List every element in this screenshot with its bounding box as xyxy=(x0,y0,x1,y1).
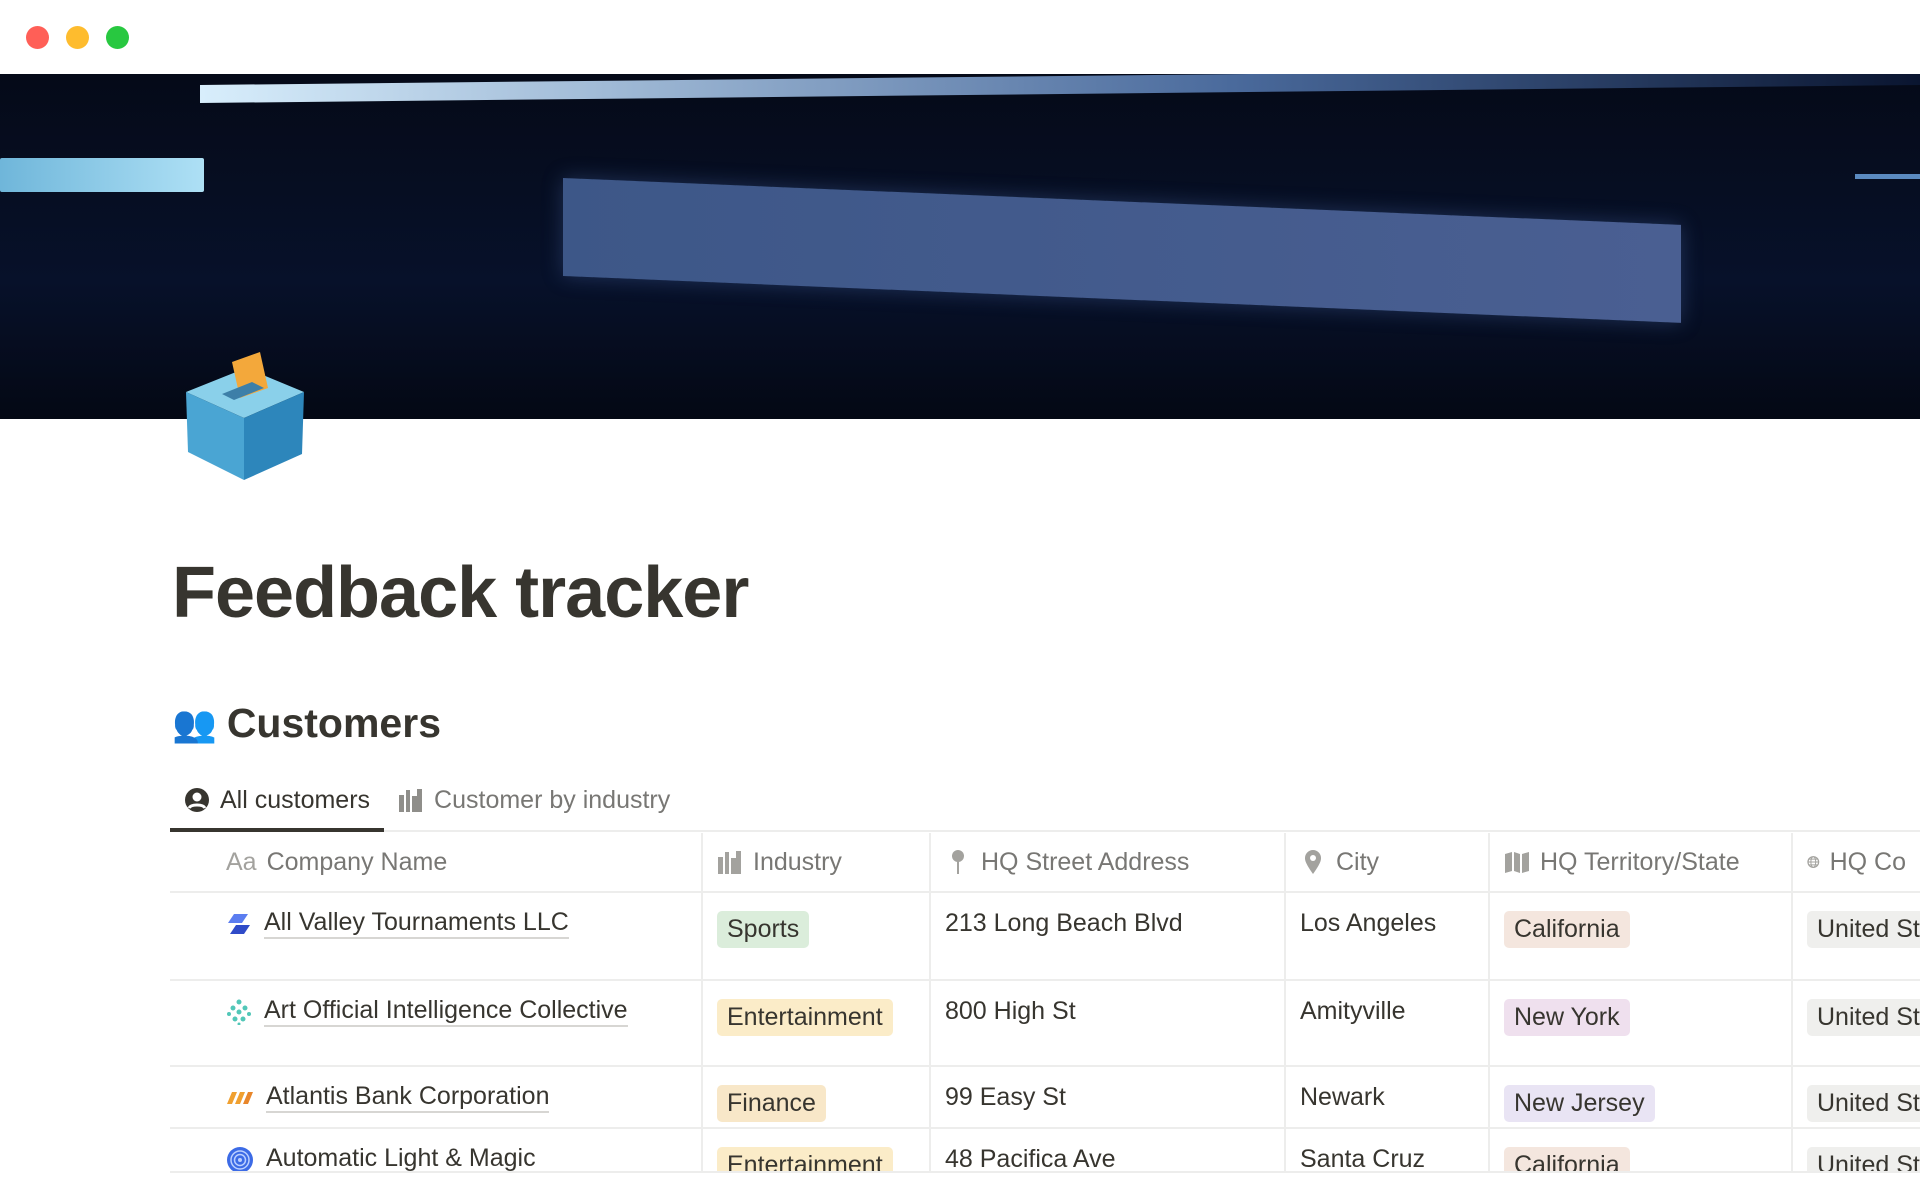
buildings-icon xyxy=(399,789,423,812)
country-tag: United St xyxy=(1807,999,1920,1036)
industry-tag: Sports xyxy=(717,911,810,948)
column-label: HQ Co xyxy=(1829,847,1906,876)
address-cell[interactable]: 213 Long Beach Blvd xyxy=(931,893,1286,979)
company-cell[interactable]: Atlantis Bank Corporation xyxy=(170,1067,703,1127)
blue-spiral-logo xyxy=(226,1146,254,1171)
table-row[interactable]: Automatic Light & Magic Entertainment 48 P… xyxy=(170,1129,1920,1173)
tab-label: All customers xyxy=(220,785,371,814)
industry-cell[interactable]: Entertainment xyxy=(703,981,931,1065)
address-cell[interactable]: 800 High St xyxy=(931,981,1286,1065)
buildings-icon xyxy=(718,851,741,874)
column-label: HQ Street Address xyxy=(981,847,1190,876)
state-cell[interactable]: New York xyxy=(1490,981,1793,1065)
table-row[interactable]: Art Official Intelligence Collective Ente… xyxy=(170,981,1920,1067)
industry-cell[interactable]: Sports xyxy=(703,893,931,979)
teal-dots-logo xyxy=(226,999,252,1025)
state-cell[interactable]: New Jersey xyxy=(1490,1067,1793,1127)
country-cell[interactable]: United St xyxy=(1793,981,1920,1065)
company-name-link[interactable]: Art Official Intelligence Collective xyxy=(264,996,628,1027)
industry-tag: Finance xyxy=(717,1085,826,1122)
company-name-link[interactable]: Automatic Light & Magic xyxy=(266,1144,536,1171)
company-name-link[interactable]: Atlantis Bank Corporation xyxy=(266,1082,550,1113)
customers-table: Aa Company Name Industry HQ Street Addres… xyxy=(170,833,1920,1173)
view-tabs: All customers Customer by industry xyxy=(170,770,1920,832)
column-label: Company Name xyxy=(266,847,448,876)
country-cell[interactable]: United St xyxy=(1793,893,1920,979)
column-header-hq-country[interactable]: HQ Co xyxy=(1793,833,1920,891)
address-text: 213 Long Beach Blvd xyxy=(945,909,1183,937)
orange-stripes-logo xyxy=(226,1089,254,1107)
company-name-link[interactable]: All Valley Tournaments LLC xyxy=(264,908,569,939)
location-icon xyxy=(1305,850,1321,874)
globe-icon xyxy=(1807,856,1820,868)
address-cell[interactable]: 48 Pacifica Ave xyxy=(931,1129,1286,1171)
page-title: Feedback tracker xyxy=(172,553,749,633)
industry-tag: Entertainment xyxy=(717,1147,893,1171)
cover-image xyxy=(0,74,1920,419)
country-tag: United St xyxy=(1807,1085,1920,1122)
column-header-industry[interactable]: Industry xyxy=(703,833,931,891)
table-row[interactable]: All Valley Tournaments LLC Sports 213 Long… xyxy=(170,893,1920,981)
address-text: 800 High St xyxy=(945,997,1076,1025)
ballot-box-icon[interactable] xyxy=(182,352,308,482)
column-label: Industry xyxy=(753,847,842,876)
section-heading: 👥 Customers xyxy=(172,700,441,747)
address-text: 99 Easy St xyxy=(945,1083,1066,1111)
maximize-window-button[interactable] xyxy=(106,26,129,49)
company-cell[interactable]: All Valley Tournaments LLC xyxy=(170,893,703,979)
pin-icon xyxy=(952,850,964,874)
industry-cell[interactable]: Finance xyxy=(703,1067,931,1127)
country-tag: United St xyxy=(1807,911,1920,948)
tab-all-customers[interactable]: All customers xyxy=(170,770,385,832)
company-cell[interactable]: Automatic Light & Magic xyxy=(170,1129,703,1171)
column-header-hq-street-address[interactable]: HQ Street Address xyxy=(931,833,1286,891)
minimize-window-button[interactable] xyxy=(66,26,89,49)
state-cell[interactable]: California xyxy=(1490,893,1793,979)
city-text: Los Angeles xyxy=(1300,909,1437,937)
column-header-company-name[interactable]: Aa Company Name xyxy=(170,833,703,891)
city-text: Newark xyxy=(1300,1083,1385,1111)
city-cell[interactable]: Amityville xyxy=(1286,981,1490,1065)
country-cell[interactable]: United St xyxy=(1793,1129,1920,1171)
state-tag: California xyxy=(1504,1147,1630,1171)
company-cell[interactable]: Art Official Intelligence Collective xyxy=(170,981,703,1065)
busts-icon: 👥 xyxy=(172,702,217,744)
section-title: Customers xyxy=(226,700,441,746)
person-circle-icon xyxy=(185,788,209,812)
table-header: Aa Company Name Industry HQ Street Addres… xyxy=(170,833,1920,893)
state-tag: New Jersey xyxy=(1504,1085,1655,1122)
tab-label: Customer by industry xyxy=(434,785,671,814)
city-cell[interactable]: Santa Cruz xyxy=(1286,1129,1490,1171)
industry-cell[interactable]: Entertainment xyxy=(703,1129,931,1171)
address-cell[interactable]: 99 Easy St xyxy=(931,1067,1286,1127)
column-header-city[interactable]: City xyxy=(1286,833,1490,891)
tab-customer-by-industry[interactable]: Customer by industry xyxy=(384,770,684,830)
city-cell[interactable]: Los Angeles xyxy=(1286,893,1490,979)
map-icon xyxy=(1505,852,1529,873)
column-header-hq-territory-state[interactable]: HQ Territory/State xyxy=(1490,833,1793,891)
column-label: City xyxy=(1336,847,1380,876)
address-text: 48 Pacifica Ave xyxy=(945,1145,1116,1171)
state-tag: California xyxy=(1504,911,1630,948)
blue-parallelogram-logo xyxy=(226,912,252,936)
city-text: Amityville xyxy=(1300,997,1406,1025)
city-text: Santa Cruz xyxy=(1300,1145,1426,1171)
country-cell[interactable]: United St xyxy=(1793,1067,1920,1127)
text-type-icon: Aa xyxy=(226,847,257,876)
industry-tag: Entertainment xyxy=(717,999,893,1036)
city-cell[interactable]: Newark xyxy=(1286,1067,1490,1127)
table-row[interactable]: Atlantis Bank Corporation Finance 99 Easy … xyxy=(170,1067,1920,1129)
close-window-button[interactable] xyxy=(26,26,49,49)
country-tag: United St xyxy=(1807,1147,1920,1171)
window-titlebar xyxy=(0,0,1920,74)
state-cell[interactable]: California xyxy=(1490,1129,1793,1171)
state-tag: New York xyxy=(1504,999,1630,1036)
column-label: HQ Territory/State xyxy=(1540,847,1740,876)
